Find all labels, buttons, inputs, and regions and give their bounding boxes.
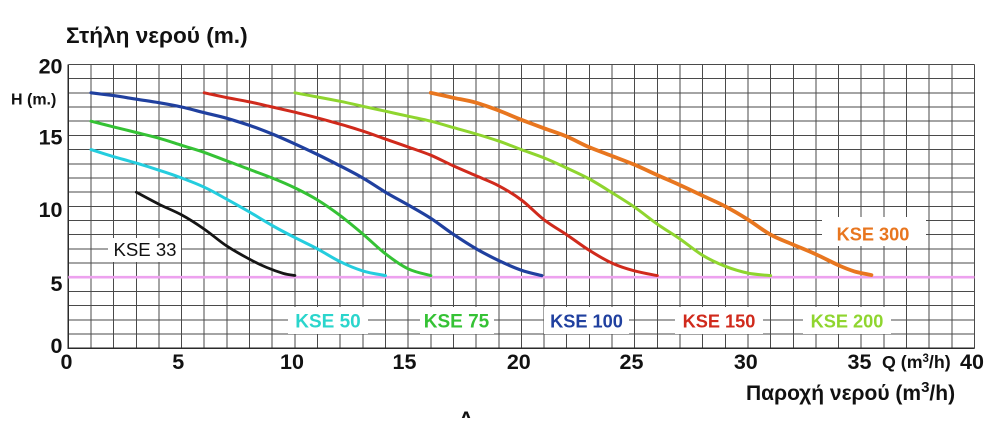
- svg-text:20: 20: [39, 55, 63, 79]
- svg-text:Δ: Δ: [456, 406, 476, 418]
- svg-text:20: 20: [507, 350, 531, 374]
- svg-text:5: 5: [172, 350, 184, 374]
- svg-text:0: 0: [51, 334, 63, 358]
- svg-text:10: 10: [39, 198, 63, 222]
- svg-text:15: 15: [39, 125, 63, 149]
- svg-text:KSE 200: KSE 200: [811, 312, 884, 332]
- svg-text:KSE 100: KSE 100: [550, 312, 623, 332]
- svg-text:KSE 75: KSE 75: [424, 312, 490, 333]
- svg-text:KSE 150: KSE 150: [683, 312, 756, 332]
- svg-text:KSE 300: KSE 300: [837, 225, 910, 245]
- svg-text:Παροχή νερού (m3/h): Παροχή νερού (m3/h): [746, 379, 955, 405]
- svg-text:40: 40: [960, 350, 984, 374]
- svg-text:KSE 33: KSE 33: [113, 239, 176, 260]
- svg-text:Στήλη νερού (m.): Στήλη νερού (m.): [66, 23, 248, 48]
- svg-text:15: 15: [393, 350, 417, 374]
- svg-text:25: 25: [620, 350, 644, 374]
- svg-text:Q (m3/h): Q (m3/h): [882, 352, 951, 372]
- svg-text:H (m.): H (m.): [11, 91, 56, 108]
- svg-text:KSE 50: KSE 50: [295, 312, 360, 333]
- svg-text:30: 30: [734, 350, 758, 374]
- svg-text:5: 5: [51, 272, 63, 296]
- svg-text:35: 35: [848, 350, 872, 374]
- svg-text:0: 0: [61, 350, 73, 374]
- svg-text:10: 10: [280, 350, 304, 374]
